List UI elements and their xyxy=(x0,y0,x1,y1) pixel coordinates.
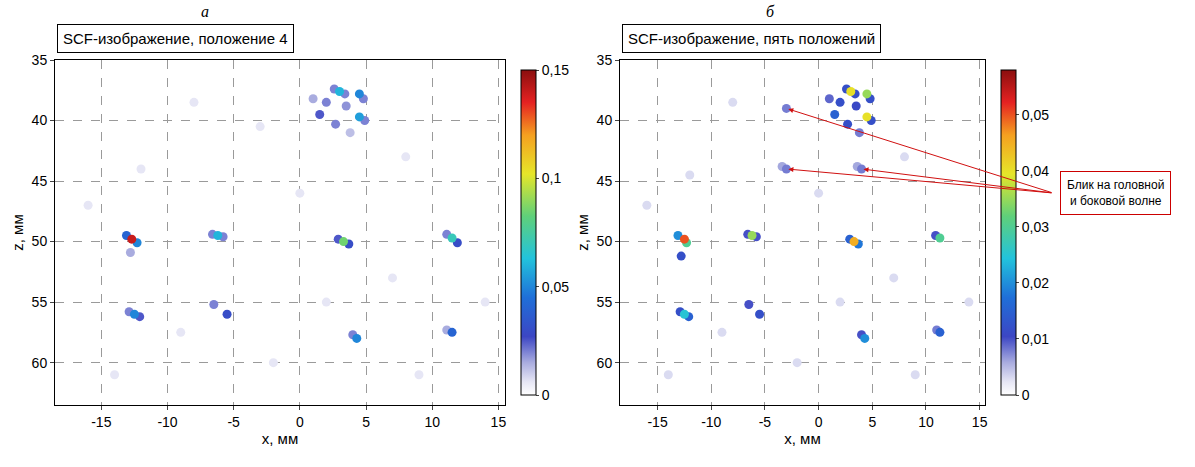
svg-text:55: 55 xyxy=(597,294,613,310)
svg-text:0: 0 xyxy=(815,414,823,430)
svg-text:0: 0 xyxy=(296,414,304,430)
svg-text:0,05: 0,05 xyxy=(542,279,569,295)
svg-text:-15: -15 xyxy=(647,414,667,430)
svg-text:50: 50 xyxy=(32,233,48,249)
svg-text:Блик на головнойи боковой волн: Блик на головнойи боковой волне xyxy=(1067,178,1164,208)
svg-text:50: 50 xyxy=(597,233,613,249)
svg-text:0,05: 0,05 xyxy=(1022,107,1049,123)
svg-text:0,15: 0,15 xyxy=(542,62,569,78)
svg-text:0,02: 0,02 xyxy=(1022,275,1049,291)
svg-text:0,1: 0,1 xyxy=(542,170,562,186)
svg-text:15: 15 xyxy=(491,414,507,430)
svg-text:45: 45 xyxy=(32,173,48,189)
svg-text:40: 40 xyxy=(597,112,613,128)
svg-text:10: 10 xyxy=(918,414,934,430)
svg-text:35: 35 xyxy=(32,52,48,68)
svg-text:-10: -10 xyxy=(701,414,721,430)
svg-text:35: 35 xyxy=(597,52,613,68)
svg-text:z, мм: z, мм xyxy=(9,214,26,250)
svg-text:40: 40 xyxy=(32,112,48,128)
svg-text:x, мм: x, мм xyxy=(784,430,820,447)
svg-text:SCF-изображение, пять положени: SCF-изображение, пять положений xyxy=(628,30,875,47)
svg-text:б: б xyxy=(766,3,775,20)
svg-text:-10: -10 xyxy=(157,414,177,430)
svg-text:0,04: 0,04 xyxy=(1022,163,1049,179)
svg-text:0: 0 xyxy=(1022,387,1030,403)
svg-text:0: 0 xyxy=(542,387,550,403)
svg-text:x, мм: x, мм xyxy=(262,430,298,447)
svg-text:а: а xyxy=(201,3,209,20)
svg-text:55: 55 xyxy=(32,294,48,310)
svg-text:-5: -5 xyxy=(227,414,240,430)
svg-text:10: 10 xyxy=(424,414,440,430)
svg-text:SCF-изображение, положение 4: SCF-изображение, положение 4 xyxy=(63,30,288,47)
svg-text:15: 15 xyxy=(972,414,988,430)
svg-text:60: 60 xyxy=(597,355,613,371)
svg-text:0,01: 0,01 xyxy=(1022,331,1049,347)
svg-text:z, мм: z, мм xyxy=(574,214,591,250)
svg-text:-15: -15 xyxy=(91,414,111,430)
svg-text:45: 45 xyxy=(597,173,613,189)
svg-text:5: 5 xyxy=(868,414,876,430)
svg-text:0,03: 0,03 xyxy=(1022,219,1049,235)
svg-text:5: 5 xyxy=(362,414,370,430)
svg-text:60: 60 xyxy=(32,355,48,371)
svg-text:-5: -5 xyxy=(759,414,772,430)
